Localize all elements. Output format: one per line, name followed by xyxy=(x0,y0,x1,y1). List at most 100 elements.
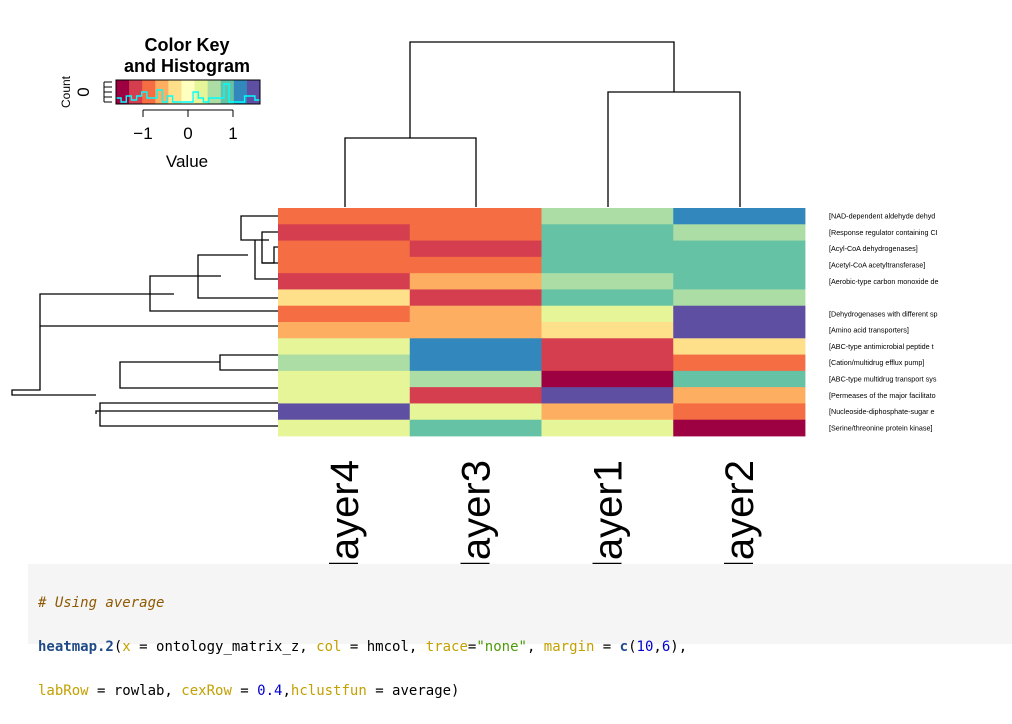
color-key: Color Key and Histogram Count 0 −1 0 1 Val… xyxy=(59,35,261,171)
heatmap-cell xyxy=(278,419,411,437)
heatmap-cell xyxy=(278,224,411,241)
heatmap-cell xyxy=(409,338,542,355)
heatmap-cell xyxy=(278,403,411,421)
column-label: layer4 xyxy=(323,460,367,564)
heatmap-cell xyxy=(278,387,411,404)
heatmap-cell xyxy=(541,273,674,290)
heatmap-cell xyxy=(673,224,806,241)
heatmap-cell xyxy=(541,240,674,258)
code-arg: labRow xyxy=(38,683,89,699)
column-dendrogram xyxy=(344,41,741,207)
heatmap-cell xyxy=(673,387,806,404)
row-label: [Permeases of the major facilitato xyxy=(829,391,936,400)
code-number: 10 xyxy=(636,639,654,655)
row-dendrogram xyxy=(11,215,278,427)
code-text: = ontology_matrix_z, xyxy=(130,639,317,655)
heatmap-cell xyxy=(409,370,542,388)
heatmap-cell xyxy=(541,289,674,307)
row-label: [Acyl-CoA dehydrogenases] xyxy=(829,244,918,253)
key-color-swatch xyxy=(181,80,195,104)
key-xlabel: Value xyxy=(166,152,208,171)
code-block: # Using average heatmap.2 ( x = ontology_m… xyxy=(28,564,1012,699)
code-line-1: # Using average xyxy=(38,592,1002,614)
row-label: [Amino acid transporters] xyxy=(829,326,909,335)
code-arg: x xyxy=(122,639,131,655)
key-color-swatch xyxy=(168,80,182,104)
code-arg: trace xyxy=(425,639,468,655)
key-x-axis: −1 0 1 xyxy=(133,109,238,143)
key-ylabel: Count xyxy=(59,75,73,108)
heatmap-cell xyxy=(278,256,411,274)
row-label: [Dehydrogenases with different sp xyxy=(829,309,938,318)
code-line-3: labRow = rowlab, cexRow = 0.4,hclustfun … xyxy=(38,680,1002,702)
column-label: layer2 xyxy=(718,460,762,564)
heatmap-cell xyxy=(673,419,806,437)
heatmap-cell xyxy=(673,370,806,388)
heatmap-cell xyxy=(409,224,542,241)
key-color-swatch xyxy=(129,80,143,104)
heatmap-cell xyxy=(541,419,674,437)
heatmap-cell xyxy=(673,273,806,290)
row-label: [Nucleoside-diphosphate-sugar e xyxy=(829,407,934,416)
code-text: , xyxy=(282,683,291,699)
code-arg: margin xyxy=(543,639,595,655)
heatmap-cell xyxy=(673,240,806,258)
key-histogram xyxy=(116,83,260,103)
heatmap-cell xyxy=(278,370,411,388)
code-fn: heatmap.2 xyxy=(38,639,114,655)
heatmap-cell xyxy=(409,208,542,225)
row-label: [Acetyl-CoA acetyltransferase] xyxy=(829,261,925,270)
key-color-strip xyxy=(116,80,261,104)
heatmap-cell xyxy=(673,289,806,307)
heatmap-cell xyxy=(541,354,674,372)
row-label: [Response regulator containing CI xyxy=(829,228,938,237)
row-label: [Serine/threonine protein kinase] xyxy=(829,423,933,432)
code-arg: hclustfun xyxy=(290,683,367,699)
heatmap-cell xyxy=(409,273,542,290)
heatmap-cell xyxy=(541,224,674,241)
heatmap-cell xyxy=(409,387,542,404)
key-y-axis xyxy=(103,81,112,103)
heatmap-cell xyxy=(673,403,806,421)
key-x-tick-label: 0 xyxy=(183,124,192,143)
heatmap-cell xyxy=(673,354,806,372)
code-text: ( xyxy=(628,639,637,655)
heatmap-cell xyxy=(409,354,542,372)
code-text: = xyxy=(231,683,258,699)
code-comment: # Using average xyxy=(38,595,165,611)
column-label: layer3 xyxy=(455,460,499,564)
key-color-swatch xyxy=(246,80,261,104)
code-fn: c xyxy=(619,639,629,655)
heatmap-cell xyxy=(673,305,806,323)
key-title-line1: Color Key xyxy=(144,35,229,55)
heatmap-cell xyxy=(541,208,674,225)
code-text: = xyxy=(594,639,620,655)
heatmap-cell xyxy=(278,305,411,323)
code-string: "none" xyxy=(476,639,527,655)
heatmap-cell xyxy=(541,338,674,355)
row-label: [Aerobic-type carbon monoxide de xyxy=(829,277,938,286)
heatmap-cell xyxy=(278,322,411,339)
code-text: , xyxy=(526,639,544,655)
key-x-tick-label: −1 xyxy=(133,124,152,143)
code-text: ), xyxy=(670,639,688,655)
heatmap-cell xyxy=(541,256,674,274)
code-line-2: heatmap.2 (x = ontology_matrix_z, col = h… xyxy=(38,636,1002,658)
row-label: [NAD-dependent aldehyde dehyd xyxy=(829,212,935,221)
heatmap-cell xyxy=(409,419,542,437)
key-frame xyxy=(115,79,261,105)
code-text: , xyxy=(653,639,662,655)
heatmap-cell xyxy=(541,322,674,339)
heatmap-cell xyxy=(278,354,411,372)
heatmap-cell xyxy=(541,403,674,421)
heatmap-grid xyxy=(278,208,806,437)
key-title-line2: and Histogram xyxy=(124,56,250,76)
heatmap-cell xyxy=(278,208,411,225)
heatmap-cell xyxy=(409,240,542,258)
heatmap-cell xyxy=(673,322,806,339)
heatmap-cell xyxy=(409,289,542,307)
code-text: = rowlab, xyxy=(88,683,182,699)
heatmap-cell xyxy=(541,370,674,388)
heatmap-cell xyxy=(541,305,674,323)
heatmap-figure: Color Key and Histogram Count 0 −1 0 1 Val… xyxy=(11,35,938,564)
